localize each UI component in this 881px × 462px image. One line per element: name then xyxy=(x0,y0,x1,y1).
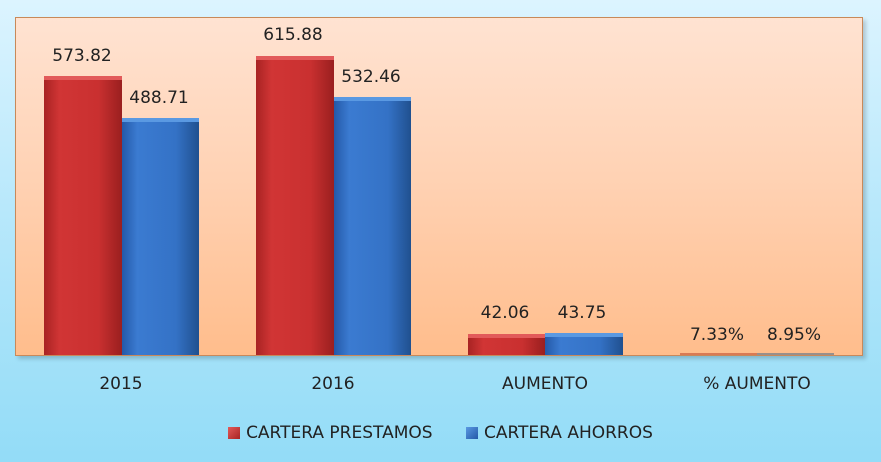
legend: CARTERA PRESTAMOS CARTERA AHORROS xyxy=(0,423,881,444)
legend-item-prestamos: CARTERA PRESTAMOS xyxy=(228,423,433,443)
value-label: 43.75 xyxy=(557,303,607,323)
legend-label: CARTERA AHORROS xyxy=(483,423,653,443)
x-axis-label: AUMENTO xyxy=(502,374,588,394)
x-axis-label: 2015 xyxy=(99,374,143,394)
value-label: 8.95% xyxy=(766,325,821,345)
value-label: 488.71 xyxy=(129,88,189,108)
legend-label: CARTERA PRESTAMOS xyxy=(246,423,433,443)
bar-prestamos-pct-aumento xyxy=(680,353,757,355)
legend-swatch-red-icon xyxy=(228,427,241,439)
legend-swatch-blue-icon xyxy=(465,427,478,439)
bar-prestamos-2016 xyxy=(256,56,334,355)
value-label: 7.33% xyxy=(689,325,744,345)
legend-item-ahorros: CARTERA AHORROS xyxy=(465,423,653,443)
bar-ahorros-aumento xyxy=(545,333,623,355)
plot-area xyxy=(15,17,863,356)
value-label: 615.88 xyxy=(263,25,323,45)
value-label: 532.46 xyxy=(341,67,401,87)
x-axis-label: 2016 xyxy=(311,374,355,394)
value-label: 573.82 xyxy=(52,46,112,66)
bar-ahorros-2016 xyxy=(334,97,411,355)
bar-prestamos-2015 xyxy=(44,76,122,355)
bar-prestamos-aumento xyxy=(468,334,545,355)
value-label: 42.06 xyxy=(480,303,530,323)
x-axis-label: % AUMENTO xyxy=(703,374,811,394)
bar-ahorros-pct-aumento xyxy=(757,353,834,355)
bar-ahorros-2015 xyxy=(122,118,199,355)
